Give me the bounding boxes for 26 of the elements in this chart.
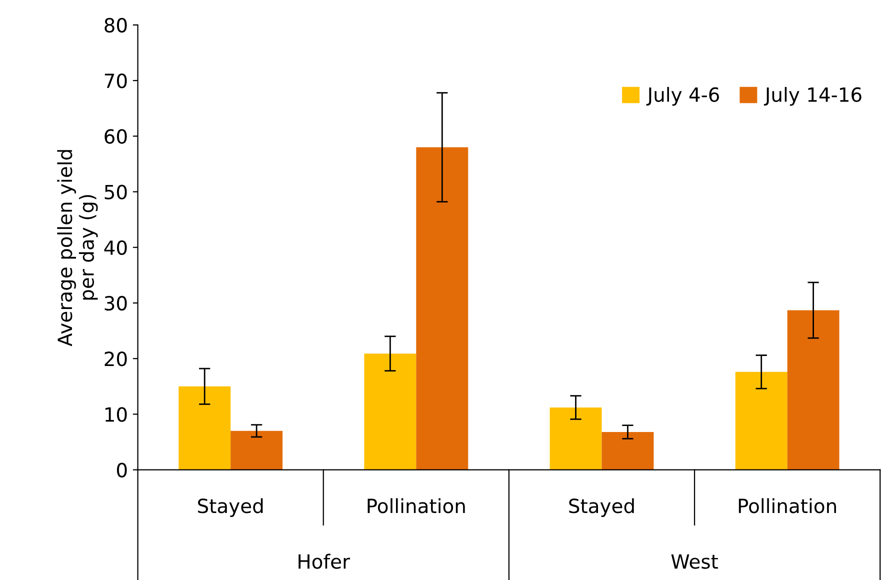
y-tick-label: 10 [105, 407, 127, 422]
y-tick-label: 0 [116, 462, 127, 478]
y-tick-label: 80 [104, 18, 127, 33]
y-tick-label: 60 [104, 129, 127, 144]
legend-label: July 4-6 [646, 86, 720, 106]
y-tick-label: 20 [104, 352, 127, 366]
bar [364, 354, 416, 470]
bar [735, 372, 788, 470]
x-tick-label: Pollination [368, 498, 465, 514]
legend-label: July 14-16 [764, 86, 862, 106]
x-tick-label: Stayed [569, 498, 634, 518]
y-tick-label: 70 [104, 74, 127, 88]
text: West [671, 554, 718, 569]
y-tick-label: 30 [104, 296, 127, 311]
text: Hofer [298, 554, 350, 569]
x-tick-label: Pollination [738, 498, 836, 514]
bar [787, 310, 840, 470]
y-axis-title: Average pollen yield per day (g) [57, 150, 98, 346]
bar [230, 430, 283, 470]
bar [602, 432, 654, 470]
y-tick-label: 40 [104, 240, 127, 256]
y-tick-label: 50 [104, 184, 127, 200]
x-tick-label: Stayed [198, 498, 263, 518]
bar [416, 147, 468, 470]
bar [178, 386, 231, 470]
bar [550, 408, 602, 470]
